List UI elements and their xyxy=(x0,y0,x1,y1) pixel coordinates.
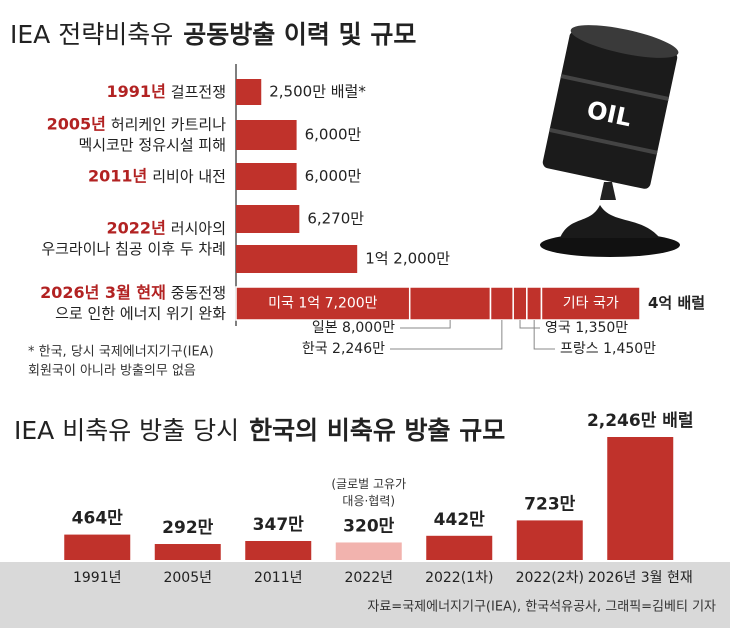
segment-label: 일본 8,000만 xyxy=(312,320,395,336)
segment xyxy=(540,286,641,321)
bar xyxy=(607,437,674,560)
x-tick-label: 1991년 xyxy=(73,570,122,586)
category-year: 1991년 xyxy=(107,82,166,101)
value-label: 2,500만 배럴* xyxy=(269,83,366,101)
category-desc: 멕시코만 정유시설 피해 xyxy=(78,136,226,154)
value-label: 6,000만 xyxy=(305,126,362,144)
category-desc: 우크라이나 침공 이후 두 차례 xyxy=(41,240,226,258)
bar xyxy=(64,534,131,560)
segment-label: 프랑스 1,450만 xyxy=(560,341,656,357)
bar xyxy=(154,544,221,560)
category-label: 2026년 3월 현재 중동전쟁 xyxy=(40,283,226,302)
annotation: (글로벌 고유가 xyxy=(331,477,406,491)
category-desc: 러시아의 xyxy=(171,219,226,237)
category-year: 2011년 xyxy=(88,166,147,185)
bar xyxy=(245,540,312,560)
category-label: 1991년 걸프전쟁 xyxy=(107,82,226,101)
category-year: 2026년 3월 현재 xyxy=(40,283,166,302)
value-label: 4억 배럴 xyxy=(648,294,705,312)
segment-label: 한국 2,246만 xyxy=(302,341,385,357)
bar xyxy=(236,79,262,105)
baseline-band xyxy=(0,562,730,628)
footnote: * 한국, 당시 국제에너지기구(IEA) xyxy=(28,345,214,360)
x-tick-label: 2005년 xyxy=(163,570,212,586)
value-label: 6,270만 xyxy=(307,210,364,228)
oil-barrel-illustration: OIL xyxy=(540,25,680,257)
category-desc: 으로 인한 에너지 위기 완화 xyxy=(55,305,226,323)
category-label: 2005년 허리케인 카트리나 xyxy=(47,114,227,133)
segment-label: 기타 국가 xyxy=(563,296,619,312)
category-desc: 걸프전쟁 xyxy=(171,83,226,101)
x-tick-label: 2022(2차) xyxy=(516,570,584,586)
leader-line xyxy=(519,320,540,329)
category-label: 2011년 리비아 내전 xyxy=(88,166,226,185)
value-label: 320만 xyxy=(343,516,394,536)
x-tick-label: 2026년 3월 현재 xyxy=(588,570,693,586)
category-desc: 리비아 내전 xyxy=(152,167,226,185)
segment xyxy=(489,286,514,321)
title-part: 한국의 비축유 방출 규모 xyxy=(249,416,505,445)
annotation: 대응·협력) xyxy=(342,494,395,508)
leader-line xyxy=(400,320,451,329)
bar xyxy=(236,120,297,150)
bar xyxy=(236,245,358,273)
category-year: 2005년 xyxy=(47,114,106,133)
footnote: 회원국이 아니라 방출의무 없음 xyxy=(28,364,196,379)
segment xyxy=(408,286,492,321)
value-label: 347만 xyxy=(253,515,304,535)
segment xyxy=(526,286,543,321)
chart-title: IEA 비축유 방출 당시 한국의 비축유 방출 규모 xyxy=(14,416,505,445)
value-label: 2,246만 배럴 xyxy=(587,411,694,431)
value-label: 464만 xyxy=(72,509,123,529)
source: 자료=국제에너지기구(IEA), 한국석유공사, 그래픽=김베티 기자 xyxy=(367,600,716,615)
title-part: 공동방출 이력 및 규모 xyxy=(183,20,416,49)
chart-title: IEA 전략비축유 공동방출 이력 및 규모 xyxy=(10,20,416,49)
value-label: 6,000만 xyxy=(305,167,362,185)
x-tick-label: 2011년 xyxy=(254,570,303,586)
category-desc: 허리케인 카트리나 xyxy=(111,115,226,133)
segment-label: 영국 1,350만 xyxy=(545,320,628,336)
bar xyxy=(426,535,493,560)
category-desc: 중동전쟁 xyxy=(171,284,226,302)
leader-line xyxy=(533,320,555,350)
value-label: 1억 2,000만 xyxy=(365,250,450,268)
bar xyxy=(236,163,297,190)
leader-line xyxy=(390,320,503,350)
x-tick-label: 2022년 xyxy=(344,570,393,586)
x-tick-label: 2022(1차) xyxy=(425,570,493,586)
bar xyxy=(335,542,402,560)
value-label: 442만 xyxy=(434,510,485,530)
category-year: 2022년 xyxy=(107,218,166,237)
bar xyxy=(236,205,300,233)
category-label: 2022년 러시아의 xyxy=(107,218,226,237)
segment xyxy=(235,286,411,321)
title-part: IEA 전략비축유 xyxy=(10,20,173,49)
segment-label: 미국 1억 7,200만 xyxy=(268,296,378,312)
value-label: 723만 xyxy=(524,494,575,514)
value-label: 292만 xyxy=(162,518,213,538)
title-part: IEA 비축유 방출 당시 xyxy=(14,416,239,445)
segment xyxy=(512,286,528,321)
bar xyxy=(516,520,583,560)
